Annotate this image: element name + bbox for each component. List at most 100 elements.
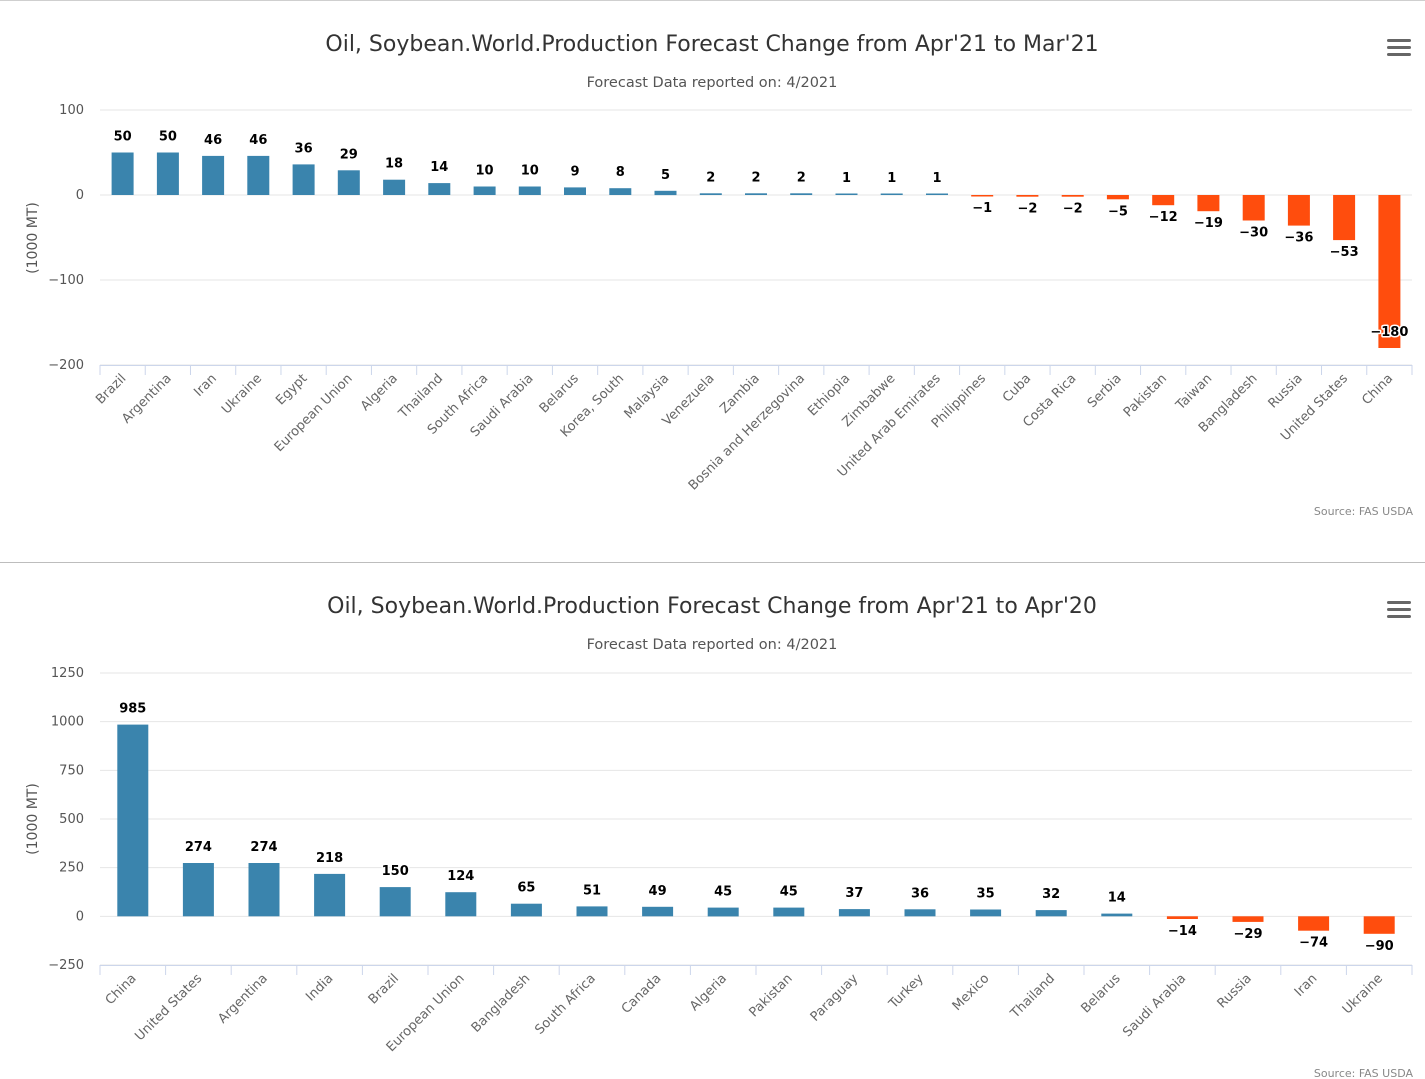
bar-venezuela: [699, 193, 722, 195]
x-tick-label: Brazil: [366, 971, 402, 1007]
bar-cuba: [1016, 195, 1039, 197]
credits: Source: FAS USDA: [1314, 505, 1414, 518]
y-tick-label: 1250: [51, 666, 84, 681]
data-label: 218: [316, 851, 343, 866]
chart-panel-2: Oil, Soybean.World.Production Forecast C…: [0, 562, 1425, 1079]
data-label: 124: [447, 869, 474, 884]
data-label: −2: [1017, 202, 1037, 217]
bar-korea-south: [609, 188, 632, 195]
y-tick-label: −250: [48, 958, 84, 973]
y-tick-label: 250: [59, 861, 84, 876]
data-label: −29: [1234, 927, 1263, 942]
y-tick-label: 0: [76, 909, 84, 924]
x-tick-label: Taiwan: [1173, 371, 1216, 414]
data-label: −1: [972, 201, 992, 216]
data-label: 37: [845, 886, 863, 901]
bar-argentina: [248, 863, 280, 917]
bar-bosnia-and-herzegovina: [790, 193, 813, 195]
data-label: 50: [114, 130, 132, 145]
y-tick-label: −200: [48, 358, 84, 373]
chart-2-menu-button[interactable]: [1387, 601, 1411, 621]
x-tick-label: Algeria: [687, 971, 730, 1014]
x-tick-label: Brazil: [93, 371, 129, 407]
bar-china: [1378, 195, 1401, 348]
data-label: 274: [185, 840, 212, 855]
x-tick-label: China: [103, 971, 140, 1008]
bar-south-africa: [576, 906, 608, 917]
chart-1-menu-button[interactable]: [1387, 39, 1411, 59]
hamburger-icon: [1387, 39, 1411, 42]
chart-panel-1: Oil, Soybean.World.Production Forecast C…: [0, 0, 1425, 518]
data-label: 274: [250, 840, 277, 855]
bar-thailand: [1035, 910, 1067, 917]
data-label: −36: [1284, 231, 1313, 246]
x-tick-label: Iran: [1292, 971, 1321, 1000]
x-tick-label: Ukraine: [219, 371, 265, 417]
data-label: 45: [780, 885, 798, 900]
x-tick-label: Ukraine: [1340, 971, 1386, 1017]
data-label: 36: [295, 141, 313, 156]
x-tick-label: China: [1359, 371, 1396, 408]
bar-zimbabwe: [880, 193, 903, 195]
data-label: 18: [385, 157, 403, 172]
bar-algeria: [383, 179, 406, 195]
x-tick-label: Russia: [1266, 371, 1306, 411]
data-label: −2: [1063, 202, 1083, 217]
y-tick-label: 0: [76, 188, 84, 203]
x-tick-label: Paraguay: [808, 971, 862, 1025]
data-label: 10: [521, 164, 539, 179]
x-tick-label: Turkey: [886, 971, 927, 1012]
data-label: −90: [1365, 939, 1394, 954]
data-label: −12: [1149, 210, 1178, 225]
x-tick-label: United States: [132, 971, 205, 1044]
bar-belarus: [564, 187, 586, 195]
bar-saudi-arabia: [518, 186, 541, 195]
x-tick-label: Zambia: [717, 371, 763, 417]
data-label: 14: [430, 160, 448, 175]
x-tick-label: Iran: [191, 371, 220, 400]
data-label: 9: [571, 164, 580, 179]
bar-china: [117, 724, 149, 917]
data-label: 2: [751, 170, 760, 185]
x-tick-label: Pakistan: [747, 971, 796, 1020]
bar-philippines: [971, 195, 994, 197]
y-axis-title: (1000 MT): [25, 202, 41, 274]
bar-ukraine: [247, 155, 270, 195]
x-tick-label: Pakistan: [1121, 371, 1170, 420]
bar-european-union: [337, 170, 360, 195]
bar-algeria: [707, 907, 739, 917]
data-label: 10: [476, 164, 494, 179]
data-label: 35: [977, 887, 995, 902]
y-tick-label: 750: [59, 763, 84, 778]
data-label: 49: [649, 884, 667, 899]
bar-egypt: [292, 164, 315, 195]
bar-european-union: [445, 892, 477, 917]
bar-iran: [202, 155, 225, 195]
data-label: 32: [1042, 887, 1060, 902]
bar-bangladesh: [1242, 195, 1265, 221]
data-label: −14: [1168, 924, 1197, 939]
bar-brazil: [111, 152, 134, 195]
hamburger-icon: [1387, 601, 1411, 604]
x-tick-label: Belarus: [537, 371, 582, 416]
bar-ukraine: [1363, 916, 1395, 934]
credits: Source: FAS USDA: [1314, 1067, 1414, 1079]
chart-title: Oil, Soybean.World.Production Forecast C…: [325, 32, 1098, 57]
bar-costa-rica: [1061, 195, 1084, 197]
y-axis-title: (1000 MT): [25, 783, 41, 855]
chart-1-svg: Oil, Soybean.World.Production Forecast C…: [25, 32, 1414, 518]
data-label: 1: [932, 171, 941, 186]
data-label: 45: [714, 885, 732, 900]
bar-belarus: [1101, 913, 1133, 917]
data-label: 46: [204, 133, 222, 148]
x-tick-label: Bangladesh: [469, 971, 534, 1036]
x-tick-label: European Union: [272, 371, 356, 455]
bar-russia: [1287, 195, 1310, 226]
x-tick-label: Mexico: [950, 971, 993, 1014]
data-label: 65: [517, 881, 535, 896]
y-tick-label: 1000: [51, 715, 84, 730]
y-tick-label: 100: [59, 103, 84, 118]
bar-bangladesh: [510, 903, 542, 917]
bar-zambia: [745, 193, 767, 195]
bar-turkey: [904, 909, 936, 917]
